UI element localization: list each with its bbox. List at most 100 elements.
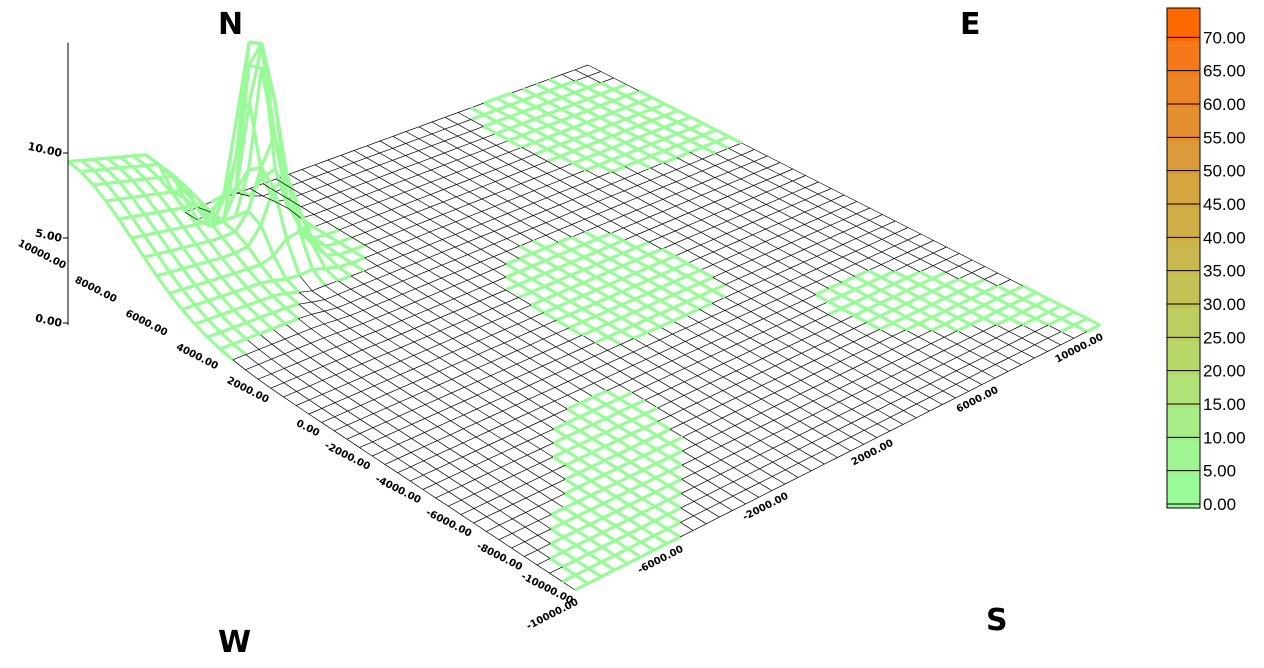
mesh-line (655, 521, 668, 529)
mesh-line (830, 225, 843, 232)
mesh-line (648, 275, 661, 281)
mesh-line (698, 356, 711, 362)
mesh-line (509, 159, 522, 164)
mesh-line (933, 279, 946, 286)
mesh-line (437, 435, 450, 441)
mesh-line (335, 383, 348, 389)
mesh-line (569, 349, 582, 355)
mesh-line (1021, 358, 1034, 365)
mesh-line (469, 199, 482, 204)
mesh-line (694, 481, 707, 488)
mesh-line (673, 334, 686, 341)
mesh-line (790, 288, 803, 294)
mesh-line (445, 141, 458, 148)
mesh-line (432, 129, 445, 134)
mesh-line (310, 386, 323, 394)
mesh-line (623, 228, 636, 235)
mesh-line (526, 513, 539, 521)
mesh-line (586, 182, 599, 189)
mesh-line (107, 169, 120, 182)
mesh-line (259, 349, 272, 359)
mesh-line (687, 258, 700, 264)
mesh-line (881, 284, 894, 290)
mesh-line (894, 271, 907, 278)
mesh-line (583, 277, 596, 283)
mesh-line (828, 309, 841, 315)
mesh-line (838, 451, 851, 458)
mesh-line (526, 477, 539, 483)
mesh-line (337, 320, 350, 329)
mesh-line (516, 399, 529, 405)
mesh-line (805, 194, 818, 200)
mesh-line (708, 460, 721, 467)
mesh-line (779, 223, 792, 230)
mesh-line (544, 294, 557, 300)
mesh-line (946, 285, 959, 292)
mesh-line (650, 217, 663, 224)
mesh-line (825, 436, 838, 443)
mesh-line (502, 419, 515, 425)
mesh-line (750, 319, 763, 325)
mesh-line (617, 476, 630, 482)
mesh-line (415, 289, 428, 297)
mesh-line (656, 471, 669, 477)
mesh-line (789, 340, 802, 346)
mesh-line (723, 404, 736, 411)
mesh-line (533, 210, 546, 215)
mesh-line (338, 276, 351, 281)
mesh-line (753, 217, 766, 223)
mesh-line (790, 294, 803, 301)
mesh-line (904, 390, 917, 397)
mesh-line (458, 108, 471, 113)
mesh-line (672, 355, 685, 361)
mesh-line (260, 296, 273, 301)
mesh-line (414, 342, 427, 350)
mesh-line (596, 297, 609, 303)
mesh-line (398, 444, 411, 452)
mesh-line (553, 471, 566, 479)
mesh-line (452, 379, 465, 387)
mesh-line (713, 290, 726, 297)
mesh-line (905, 337, 918, 343)
mesh-line (500, 511, 513, 519)
mesh-line (501, 453, 514, 461)
mesh-line (890, 424, 903, 431)
mesh-line (996, 318, 1009, 325)
mesh-line (489, 425, 502, 431)
mesh-line (533, 223, 546, 228)
mesh-line (591, 495, 604, 503)
mesh-line (297, 363, 310, 372)
mesh-line (773, 456, 786, 463)
mesh-line (341, 180, 354, 188)
mesh-line (724, 344, 737, 350)
mesh-line (736, 365, 749, 371)
mesh-line (609, 297, 622, 304)
mesh-line (323, 352, 336, 361)
mesh-line (458, 136, 471, 143)
mesh-line (996, 325, 1009, 332)
mesh-line (491, 362, 504, 370)
mesh-line (680, 530, 693, 537)
mesh-line (365, 245, 378, 253)
mesh-line (698, 349, 711, 356)
mesh-line (573, 187, 586, 194)
mesh-line (453, 339, 466, 347)
mesh-line (411, 453, 424, 461)
mesh-line (426, 358, 439, 364)
mesh-line (457, 167, 470, 172)
mesh-line (566, 451, 579, 459)
mesh-line (502, 433, 515, 439)
mesh-line (478, 349, 491, 355)
mesh-line (613, 101, 626, 108)
mesh-line (362, 364, 375, 372)
mesh-line (857, 214, 870, 221)
mesh-line (685, 336, 698, 342)
mesh-line (802, 308, 815, 314)
mesh-line (565, 479, 578, 487)
mesh-line (946, 254, 959, 260)
mesh-line (581, 362, 594, 370)
mesh-line (556, 360, 569, 368)
mesh-line (814, 388, 827, 395)
mesh-line (660, 327, 673, 334)
mesh-line (616, 520, 629, 527)
